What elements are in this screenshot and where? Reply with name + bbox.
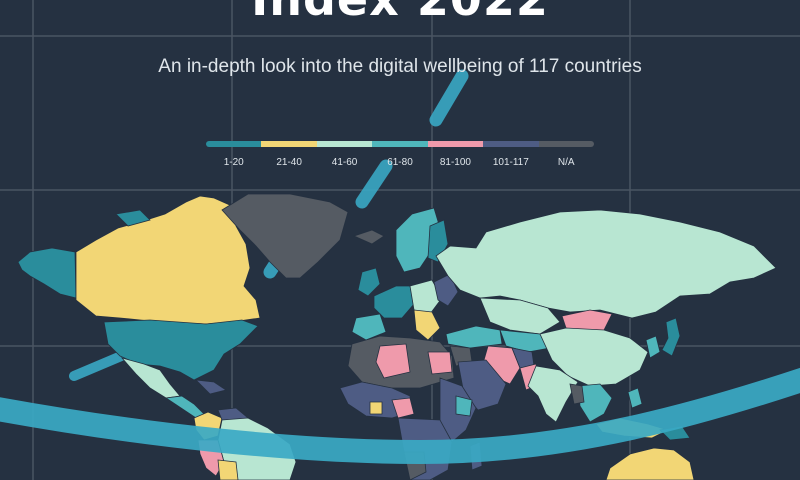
legend-swatch-6 bbox=[538, 141, 594, 147]
region-uk bbox=[357, 267, 381, 297]
region-canada bbox=[75, 195, 261, 325]
map-legend: 1-20 21-40 41-60 61-80 81-100 101-117 N/A bbox=[206, 141, 594, 168]
region-kazakhstan bbox=[479, 297, 561, 335]
region-japan bbox=[661, 317, 681, 357]
legend-label-5: 101-117 bbox=[492, 157, 529, 168]
legend-swatch-1 bbox=[261, 141, 317, 147]
page-title: Index 2022 bbox=[0, 0, 800, 26]
region-iceland bbox=[352, 229, 385, 245]
page-subtitle: An in-depth look into the digital wellbe… bbox=[158, 56, 642, 77]
region-southeast-asia bbox=[577, 383, 613, 423]
region-caribbean bbox=[194, 379, 227, 395]
legend-label-6: N/A bbox=[557, 157, 575, 168]
decorative-band bbox=[0, 367, 800, 465]
region-ghana bbox=[369, 401, 383, 415]
legend-label-2: 41-60 bbox=[331, 157, 358, 168]
region-alaska bbox=[17, 247, 77, 299]
region-bolivia bbox=[217, 459, 239, 480]
region-iberia bbox=[351, 313, 387, 341]
legend-swatch-5 bbox=[483, 141, 539, 147]
region-central-asia bbox=[499, 329, 551, 353]
legend-swatch-3 bbox=[372, 141, 428, 147]
legend-swatch-4 bbox=[427, 141, 484, 147]
region-india bbox=[527, 365, 579, 423]
legend-label-3: 61-80 bbox=[387, 157, 413, 168]
legend-swatch-0 bbox=[206, 141, 262, 147]
region-greenland bbox=[221, 193, 349, 279]
region-central-europe bbox=[409, 279, 443, 315]
region-egypt bbox=[427, 351, 453, 375]
region-central-america bbox=[164, 395, 205, 419]
region-nigeria bbox=[391, 397, 415, 419]
region-canada-islands bbox=[115, 209, 151, 227]
region-balkans bbox=[413, 309, 441, 341]
legend-labels: 1-20 21-40 41-60 61-80 81-100 101-117 N/A bbox=[206, 157, 594, 168]
region-usa bbox=[103, 319, 259, 381]
legend-label-0: 1-20 bbox=[223, 157, 244, 168]
region-western-europe bbox=[373, 285, 415, 319]
legend-swatch-2 bbox=[316, 141, 373, 147]
legend-color-bar bbox=[206, 141, 594, 147]
region-korea bbox=[645, 335, 661, 359]
region-algeria bbox=[375, 343, 411, 379]
region-philippines bbox=[627, 387, 643, 409]
region-ethiopia bbox=[455, 395, 473, 417]
region-myanmar bbox=[569, 383, 585, 405]
legend-label-4: 81-100 bbox=[439, 157, 471, 168]
region-australia bbox=[605, 447, 695, 480]
region-russia bbox=[435, 209, 777, 319]
region-turkey bbox=[445, 325, 503, 349]
region-china bbox=[539, 327, 649, 387]
legend-label-1: 21-40 bbox=[276, 157, 302, 168]
